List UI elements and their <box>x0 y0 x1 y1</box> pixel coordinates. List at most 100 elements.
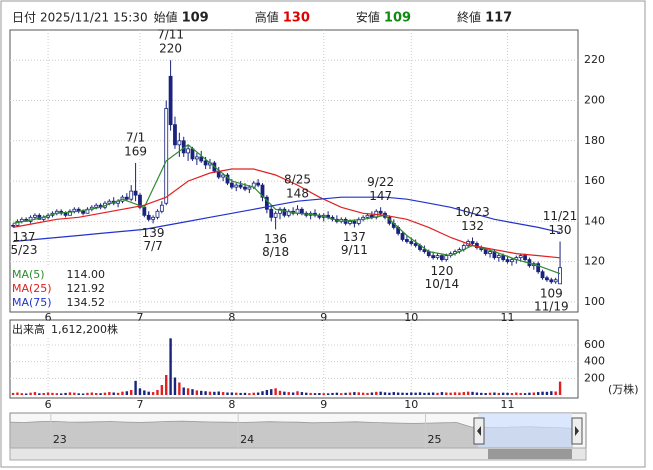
candle-body <box>273 212 278 218</box>
volume-bar <box>423 392 426 395</box>
volume-bar <box>235 392 238 395</box>
volume-bar <box>545 391 549 395</box>
header-label: 終値 <box>457 10 481 25</box>
volume-bar <box>410 392 413 395</box>
volume-bar <box>519 392 522 395</box>
header-value: 2025/11/21 15:30 <box>40 11 148 25</box>
candle-body <box>177 140 182 146</box>
volume-bar <box>160 385 164 395</box>
candle-body <box>282 208 287 216</box>
volume-bar <box>134 380 137 395</box>
volume-bar <box>379 391 382 395</box>
y-tick-label: 180 <box>584 134 605 147</box>
y-tick-label: 200 <box>584 371 605 384</box>
volume-bar <box>440 392 444 395</box>
header-label: 始値 <box>154 10 178 25</box>
annotation-date: 10/23 <box>455 205 490 219</box>
candle-body <box>510 259 514 263</box>
volume-bar <box>239 392 242 395</box>
annotation-date: 7/1 <box>126 130 145 144</box>
ma-line <box>13 196 561 243</box>
volume-bar <box>51 392 54 395</box>
volume-bar <box>248 393 251 395</box>
x-tick-label: 6 <box>45 311 52 324</box>
volume-bar <box>309 392 312 395</box>
volume-bar <box>488 392 492 395</box>
volume-bar <box>291 392 295 395</box>
volume-bar <box>305 392 308 395</box>
legend-value: 121.92 <box>67 282 106 295</box>
candle-body <box>545 277 549 281</box>
candle-body <box>199 156 204 162</box>
candle-body <box>264 196 269 210</box>
header-label: 高値 <box>255 10 279 25</box>
candle-body <box>501 255 506 261</box>
volume-bar <box>523 393 527 395</box>
volume-bar <box>370 392 374 395</box>
scroll-thumb[interactable] <box>488 449 572 459</box>
x-tick-label: 9 <box>320 398 327 411</box>
candle-body <box>203 160 208 166</box>
volume-bar <box>73 392 76 395</box>
annotation-date: 5/23 <box>11 243 38 257</box>
candle-body <box>269 208 274 218</box>
volume-bar <box>466 391 470 395</box>
volume-bar <box>165 375 168 395</box>
volume-bar <box>195 390 199 395</box>
header: 日付 2025/11/21 15:30 始値 109 高値 130 安値 109 終値 117 <box>12 10 512 26</box>
annotation-date: 10/14 <box>425 277 460 291</box>
volume-bar <box>405 392 409 395</box>
volume-bar <box>24 393 28 395</box>
candle-body <box>256 182 261 186</box>
navigator-label: 23 <box>53 433 67 446</box>
candle-body <box>496 255 501 259</box>
volume-bar <box>204 391 207 395</box>
candle-body <box>365 214 370 218</box>
volume-bar <box>510 393 514 395</box>
candle-body <box>422 249 427 252</box>
x-tick-label: 6 <box>45 398 52 411</box>
header-value: 130 <box>283 11 310 26</box>
volume-bar <box>77 393 80 395</box>
volume-bar <box>331 392 334 395</box>
annotation-date: 11/19 <box>534 299 569 313</box>
ma-line <box>12 168 561 259</box>
volume-bar <box>353 392 356 395</box>
volume-bar <box>55 393 59 395</box>
ma-line <box>12 144 561 275</box>
volume-bar <box>252 392 255 395</box>
annotation-value: 169 <box>124 144 147 158</box>
scrollbar[interactable] <box>9 447 587 461</box>
volume-bar <box>95 393 98 395</box>
volume-bar <box>243 392 247 395</box>
x-tick-label: 10 <box>404 311 418 324</box>
candle-body <box>146 214 151 220</box>
annotation-value: 147 <box>369 189 392 203</box>
candle-body <box>260 184 265 198</box>
x-tick-label: 11 <box>501 398 515 411</box>
volume-bar <box>64 392 67 395</box>
legend-box <box>11 267 107 311</box>
volume-bar <box>191 389 194 395</box>
candle-body <box>435 255 440 259</box>
candle-body <box>483 249 488 254</box>
candle-body <box>518 255 523 259</box>
candle-body <box>444 255 449 261</box>
navigator-selection[interactable] <box>478 413 572 448</box>
x-tick-label: 11 <box>501 311 515 324</box>
volume-bar <box>81 393 85 395</box>
x-tick-label: 7 <box>136 398 143 411</box>
volume-bar <box>344 392 347 395</box>
volume-bar <box>427 392 430 395</box>
candle-body <box>173 124 177 146</box>
navigator-label: 25 <box>427 433 441 446</box>
handle-right-arrow <box>575 426 579 436</box>
volume-bar <box>471 391 474 395</box>
volume-bar <box>497 392 500 395</box>
volume-bar <box>375 391 378 395</box>
y-tick-label: 140 <box>584 214 605 227</box>
candle-body <box>68 210 72 216</box>
y-tick-label: 400 <box>584 355 605 368</box>
annotation-value: 120 <box>430 264 453 278</box>
volume-bar <box>475 392 479 395</box>
